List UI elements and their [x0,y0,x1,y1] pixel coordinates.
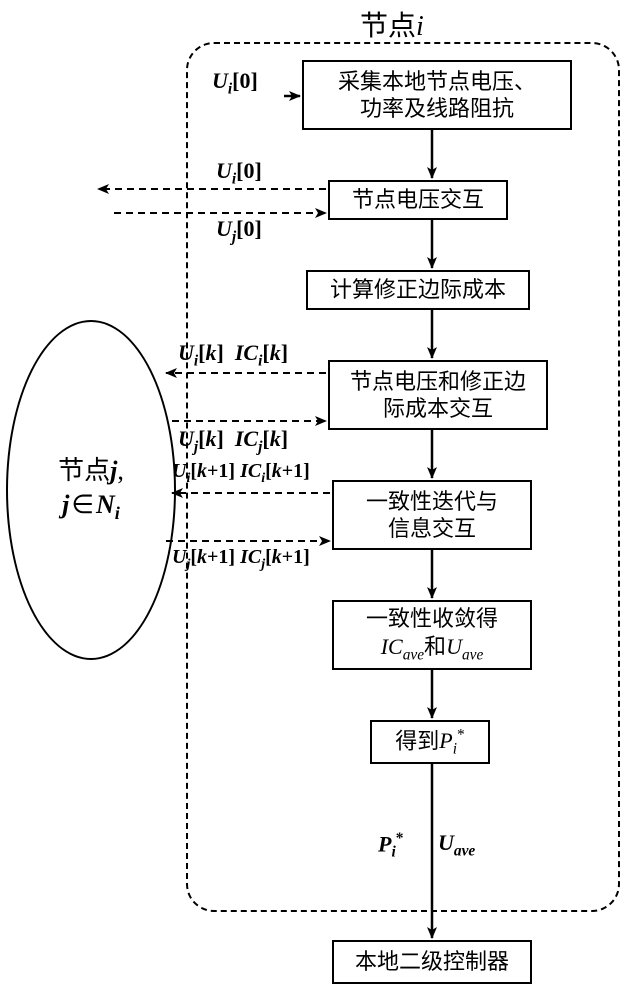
label-ui0-out: Ui[0] [216,158,262,188]
box-get-pi-star: 得到Pi* [370,720,490,764]
box-local-secondary-controller: 本地二级控制器 [332,940,532,984]
ellipse-node-j: 节点j, j∈Ni [6,320,176,660]
box-voltage-exchange: 节点电压交互 [328,180,508,220]
label-ujk1-icjk1: Uj[k+1] ICj[k+1] [172,546,310,573]
box-consistency-converge: 一致性收敛得 ICave和Uave [332,600,532,670]
label-pi-star-out: Pi* [378,830,403,862]
box-voltage-cost-exchange: 节点电压和修正边 际成本交互 [328,360,548,430]
label-uj0-in: Uj[0] [216,216,262,246]
label-ic-ave-u-ave: ICave和Uave [381,633,484,665]
label-uik-icik: Ui[k] ICi[k] [178,340,288,370]
label-input-ui0: Ui[0] [212,68,258,98]
diagram-canvas: 节点i 节点j, j∈Ni 采集本地节点电压、 功率及线路阻抗 节点电压交互 计… [0,0,634,1000]
box-compute-marginal-cost: 计算修正边际成本 [306,270,530,310]
label-uik1-icik1: Ui[k+1] ICi[k+1] [172,460,310,487]
label-ujk-icjk: Uj[k] ICj[k] [178,426,288,456]
label-u-ave-out: Uave [438,830,475,860]
title-node-i: 节点i [360,4,424,44]
box-collect-local: 采集本地节点电压、 功率及线路阻抗 [302,60,572,130]
box-consistency-iterate: 一致性迭代与 信息交互 [332,480,532,550]
